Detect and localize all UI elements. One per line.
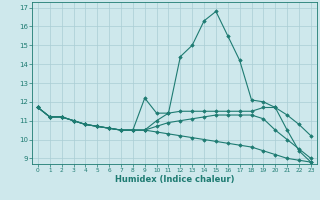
X-axis label: Humidex (Indice chaleur): Humidex (Indice chaleur) [115, 175, 234, 184]
